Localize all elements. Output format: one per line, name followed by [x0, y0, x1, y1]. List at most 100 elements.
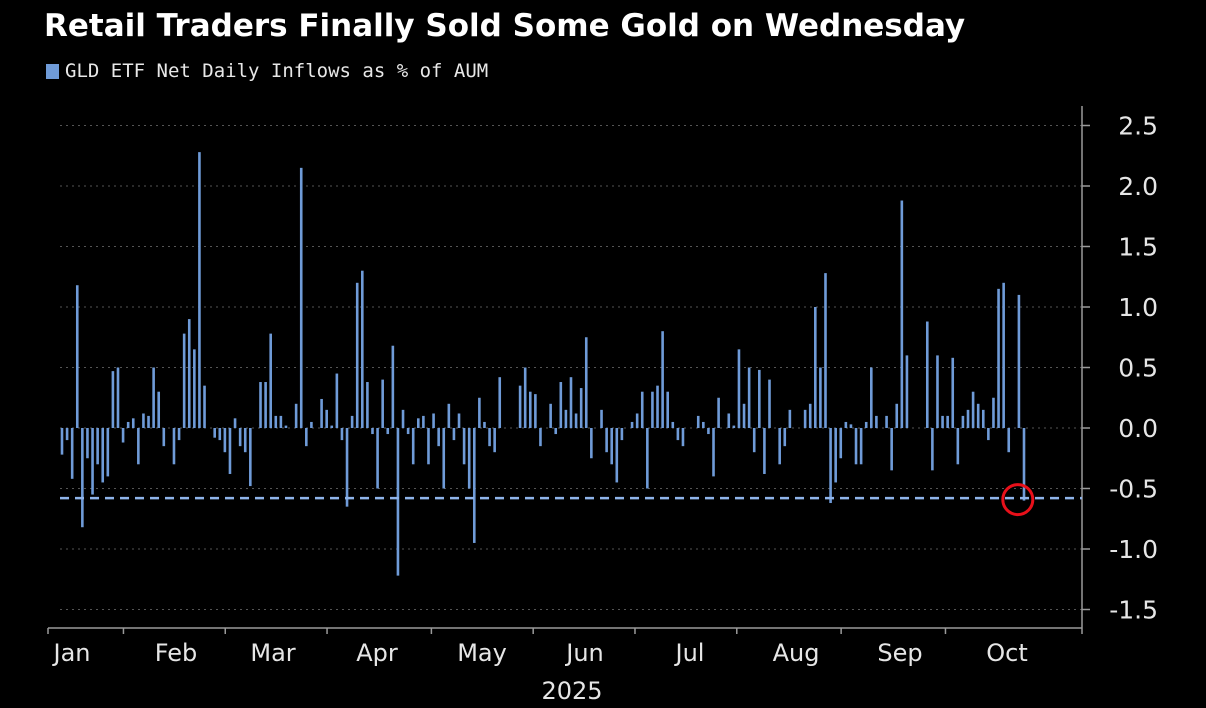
bar [198, 152, 201, 428]
bar [931, 428, 934, 471]
bar [864, 421, 868, 428]
x-axis-label: 2025 [541, 677, 602, 705]
bar [193, 349, 196, 428]
bar [814, 307, 817, 428]
bar [829, 428, 832, 504]
bar [768, 379, 771, 428]
bar [427, 428, 430, 465]
x-tick-label: Jun [564, 639, 604, 667]
x-tick-label: May [457, 639, 507, 667]
bar [462, 428, 466, 465]
bar [727, 413, 731, 428]
bar [310, 421, 313, 428]
bar [152, 367, 155, 428]
bar [182, 333, 186, 428]
bar [905, 355, 909, 428]
bar [345, 428, 349, 507]
bar [213, 428, 216, 438]
bar [732, 425, 736, 428]
bar [936, 355, 939, 428]
bar [584, 337, 588, 428]
bar [976, 403, 980, 428]
bar [223, 428, 227, 453]
bar [956, 428, 960, 465]
bar [569, 377, 573, 428]
bar [320, 398, 323, 428]
bar [203, 385, 206, 428]
y-tick-label: 0.0 [1118, 414, 1158, 443]
bar [1007, 428, 1011, 453]
x-tick-label: Jan [52, 639, 91, 667]
bar [610, 428, 614, 465]
bar [661, 331, 664, 428]
bar [381, 379, 384, 428]
bar [330, 425, 334, 428]
bar [900, 200, 904, 428]
bar [971, 391, 975, 428]
bar [620, 428, 624, 441]
bar [615, 428, 619, 483]
bar [218, 428, 222, 441]
bar [340, 428, 344, 441]
bar [442, 428, 446, 489]
bar [65, 428, 69, 441]
bar [350, 415, 354, 428]
bar [361, 270, 364, 428]
bar [233, 418, 237, 428]
annotations [60, 483, 1082, 517]
legend: GLD ETF Net Daily Inflows as % of AUM [46, 60, 488, 82]
bar [630, 421, 634, 428]
bar [783, 428, 787, 447]
bar [142, 413, 145, 428]
bar [422, 415, 425, 428]
x-tick-label: Jul [674, 639, 705, 667]
bar [60, 428, 64, 455]
bar [259, 382, 262, 428]
bar [478, 397, 481, 428]
bar [249, 428, 252, 487]
bar [946, 415, 949, 428]
bar [396, 428, 400, 576]
bar [803, 409, 807, 428]
bar [264, 382, 267, 428]
bar [137, 428, 140, 465]
x-tick-label: Aug [773, 639, 820, 667]
bar [966, 409, 970, 428]
bar [269, 333, 272, 428]
bar [564, 409, 568, 428]
bar [859, 428, 863, 465]
bar [488, 428, 491, 447]
bar [1017, 294, 1021, 428]
bar [539, 428, 542, 447]
bar [844, 421, 848, 428]
gridlines [60, 125, 1082, 610]
bar [335, 373, 339, 428]
bar [579, 388, 583, 428]
bar [778, 428, 781, 465]
chart-title: Retail Traders Finally Sold Some Gold on… [44, 8, 966, 44]
bar [452, 428, 456, 441]
bar [279, 415, 283, 428]
bar [534, 394, 537, 428]
bar [763, 428, 766, 474]
bar [498, 377, 502, 428]
y-tick-label: -1.0 [1109, 535, 1158, 564]
bar [941, 415, 944, 428]
x-tick-label: Feb [155, 639, 198, 667]
bar [875, 415, 878, 428]
bar-series [60, 152, 1026, 576]
bar [177, 428, 181, 441]
bar [417, 418, 420, 428]
bar [651, 391, 654, 428]
bar [824, 273, 827, 428]
bar [992, 397, 995, 428]
bar [131, 418, 135, 428]
bar [147, 415, 150, 428]
bar [635, 413, 639, 428]
bar [702, 421, 705, 428]
bar [371, 428, 374, 435]
bar [681, 428, 685, 447]
bar [437, 428, 440, 447]
bar [111, 371, 115, 428]
